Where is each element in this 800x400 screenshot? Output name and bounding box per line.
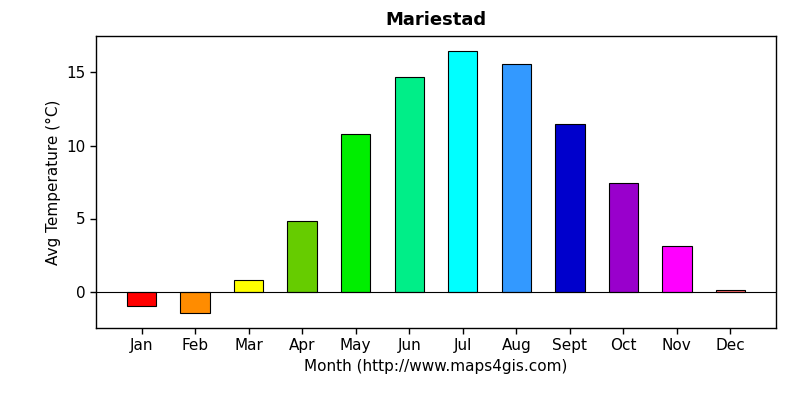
Bar: [448, 50, 478, 292]
Bar: [502, 64, 531, 292]
Bar: [662, 246, 691, 292]
Bar: [127, 292, 156, 306]
Bar: [234, 280, 263, 292]
Bar: [716, 290, 745, 292]
X-axis label: Month (http://www.maps4gis.com): Month (http://www.maps4gis.com): [304, 359, 568, 374]
Bar: [609, 184, 638, 292]
Bar: [555, 124, 585, 292]
Bar: [287, 222, 317, 292]
Bar: [341, 134, 370, 292]
Bar: [181, 292, 210, 314]
Title: Mariestad: Mariestad: [386, 11, 486, 29]
Y-axis label: Avg Temperature (°C): Avg Temperature (°C): [46, 99, 61, 265]
Bar: [394, 77, 424, 292]
